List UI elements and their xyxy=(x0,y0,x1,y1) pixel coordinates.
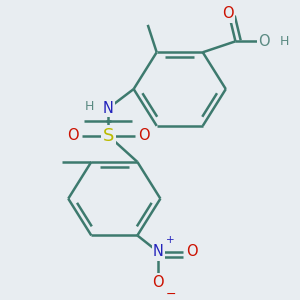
Text: −: − xyxy=(166,287,176,300)
Text: O: O xyxy=(152,274,164,290)
Text: O: O xyxy=(222,6,234,21)
Text: H: H xyxy=(280,35,289,48)
Text: +: + xyxy=(166,235,174,245)
Text: N: N xyxy=(103,101,114,116)
Text: O: O xyxy=(138,128,150,143)
Text: O: O xyxy=(67,128,79,143)
Text: N: N xyxy=(153,244,164,260)
Text: H: H xyxy=(84,100,94,113)
Text: O: O xyxy=(258,34,269,49)
Text: S: S xyxy=(103,127,114,145)
Text: O: O xyxy=(187,244,198,260)
